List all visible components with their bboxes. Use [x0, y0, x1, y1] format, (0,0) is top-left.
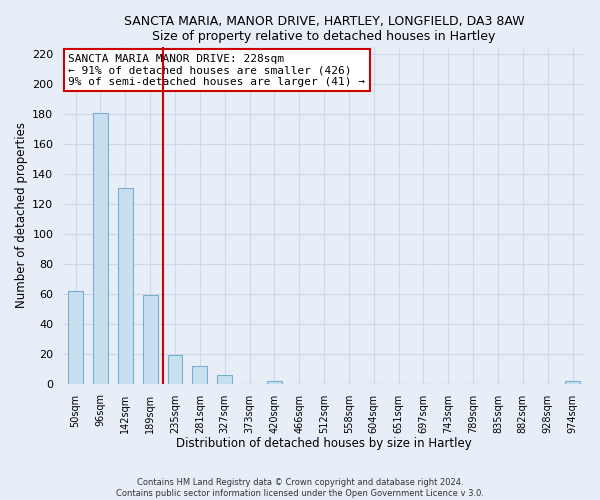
Bar: [217, 375, 232, 384]
Bar: [167, 356, 182, 384]
Bar: [93, 113, 108, 384]
Bar: [118, 188, 133, 384]
Text: SANCTA MARIA MANOR DRIVE: 228sqm
← 91% of detached houses are smaller (426)
9% o: SANCTA MARIA MANOR DRIVE: 228sqm ← 91% o…: [68, 54, 365, 87]
Bar: [193, 366, 207, 384]
X-axis label: Distribution of detached houses by size in Hartley: Distribution of detached houses by size …: [176, 437, 472, 450]
Bar: [267, 380, 282, 384]
Bar: [565, 380, 580, 384]
Bar: [143, 296, 158, 384]
Y-axis label: Number of detached properties: Number of detached properties: [15, 122, 28, 308]
Text: Contains HM Land Registry data © Crown copyright and database right 2024.
Contai: Contains HM Land Registry data © Crown c…: [116, 478, 484, 498]
Bar: [68, 291, 83, 384]
Title: SANCTA MARIA, MANOR DRIVE, HARTLEY, LONGFIELD, DA3 8AW
Size of property relative: SANCTA MARIA, MANOR DRIVE, HARTLEY, LONG…: [124, 15, 524, 43]
